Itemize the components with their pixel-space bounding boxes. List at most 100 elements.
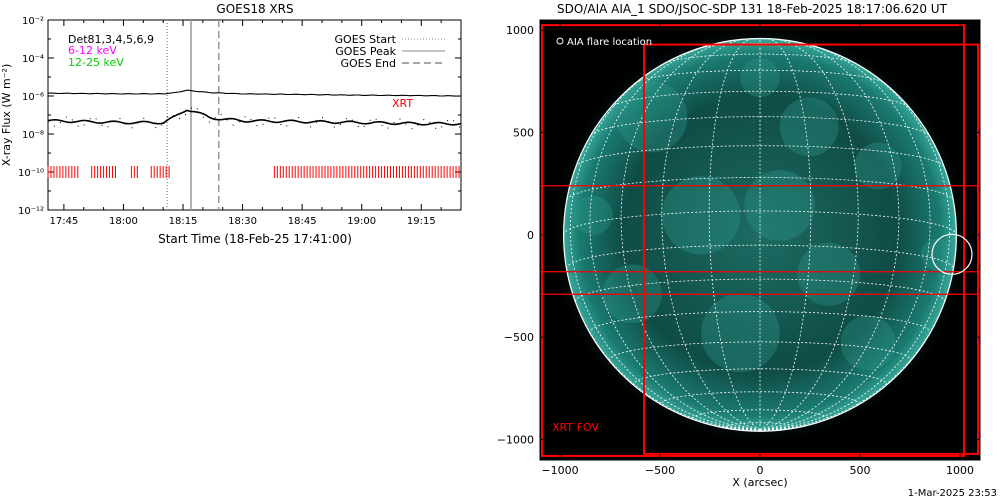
goes-noise-dot [208,121,210,123]
grid-line [664,53,856,64]
active-region-blob [616,81,688,153]
aia-x-tick-label: 500 [850,464,871,477]
goes-noise-dot [161,124,163,126]
band-6-12-label: 6-12 keV [68,44,117,57]
goes-noise-dot [149,121,151,123]
goes-noise-dot [220,114,222,116]
goes-noise-dot [399,118,401,120]
grid-line [589,311,931,334]
goes-x-tick-label: 19:15 [407,216,436,227]
aia-x-label: X (arcsec) [732,476,787,489]
goes-noise-dot [393,122,395,124]
goes-noise-dot [232,124,234,126]
active-region-blob [854,142,902,190]
grid-line [759,43,931,431]
aia-y-tick-label: 1000 [506,24,534,37]
goes-noise-dot [95,118,97,120]
goes-noise-dot [441,126,443,128]
aia-y-tick-label: 0 [527,229,534,242]
goes-noise-dot [113,120,115,122]
grid-line [759,38,812,431]
aia-y-axis: −1000 −500 0 500 1000 [497,24,980,447]
goes-noise-dot [363,126,365,128]
goes-noise-dot [101,124,103,126]
grid-line [759,38,859,431]
timestamp-footer: 1-Mar-2025 23:53 [908,488,997,499]
goes-event-markers [166,20,220,210]
goes-noise-dot [345,118,347,120]
goes-noise-dot [143,117,145,119]
grid-line [661,391,859,407]
goes-x-axis: 17:45 18:00 18:15 18:30 18:45 19:00 19:15 [49,20,462,227]
goes-noise-dot [417,124,419,126]
aia-x-axis: −1000 −500 0 500 1000 [541,20,974,477]
legend-goes-start-label: GOES Start [335,33,397,46]
band-12-25-label: 12-25 keV [68,56,124,69]
goes-noise-dot [375,118,377,120]
goes-y-tick-label: 10⁻⁸ [22,130,44,141]
xrt-label: XRT [392,97,413,110]
grid-line [725,422,795,430]
active-region-blob [701,293,780,373]
goes-noise-dot [316,121,318,123]
active-region-blob [797,242,861,306]
aia-x-tick-label: 0 [757,464,764,477]
goes-noise-dot [185,114,187,116]
goes-noise-dot [286,125,288,127]
aia-x-tick-label: 1000 [946,464,974,477]
goes-noise-dot [381,124,383,126]
active-region-blob [573,195,613,235]
grid-line [759,40,900,431]
goes-legend: GOES Start GOES Peak GOES End [335,33,445,70]
aia-image-panel: SDO/AIA AIA_1 SDO/JSOC-SDP 131 18-Feb-20… [497,2,997,499]
goes-noise-dot [119,117,121,119]
goes-noise-dot [77,125,79,127]
goes-noise-dot [196,108,198,110]
goes-noise-dot [304,122,306,124]
grid-line [569,58,761,431]
active-region-blob [744,170,815,241]
aia-x-tick-label: −1000 [541,464,578,477]
goes-noise-dot [357,126,359,128]
goes-noise-dot [214,117,216,119]
flare-location-marker [931,233,973,275]
goes-x-tick-label: 17:45 [49,216,78,227]
grid-line [563,210,957,235]
grid-line [610,90,910,108]
goes-noise-dot [65,116,67,118]
goes-noise-dot [155,127,157,129]
grid-line [589,43,761,431]
det-label: Det81,3,4,5,6,9 [68,33,154,46]
goes-y-tick-label: 10⁻¹⁰ [18,168,44,179]
active-region-blob [840,315,896,371]
xrt-fov-box [643,43,979,455]
goes-noise-dot [369,119,371,121]
grid-line [759,58,951,431]
goes-noise-dot [137,122,139,124]
goes-noise-dot [298,117,300,119]
goes-noise-dot [351,119,353,121]
goes-x-tick-label: 19:00 [347,216,376,227]
xrt-fov-boxes [540,24,980,457]
aia-y-tick-label: 500 [513,127,534,140]
goes-title: GOES18 XRS [216,2,293,16]
goes-noise-dot [322,117,324,119]
grid-line [609,341,911,362]
circle-marker-icon [556,37,564,45]
goes-xrs-panel: GOES18 XRS 10⁻¹² 10⁻¹⁰ 10⁻⁸ 10⁻⁶ 10⁻⁴ 10⁻² 17… [0,2,462,246]
grid-line [590,116,930,136]
goes-noise-dot [71,119,73,121]
goes-noise-dot [173,115,175,117]
goes-noise-dot [262,123,264,125]
grid-line [633,368,887,387]
goes-x-label: Start Time (18-Feb-25 17:41:00) [158,232,352,246]
goes-noise-dot [226,119,228,121]
goes-y-tick-label: 10⁻¹² [18,206,44,217]
aia-y-tick-label: −1000 [497,434,534,447]
xrt-fov-box [541,24,965,457]
goes-y-label: X-ray Flux (W m⁻²) [0,64,13,166]
legend-goes-end-label: GOES End [340,57,396,70]
goes-noise-dot [333,126,335,128]
active-region-blob [661,175,741,255]
